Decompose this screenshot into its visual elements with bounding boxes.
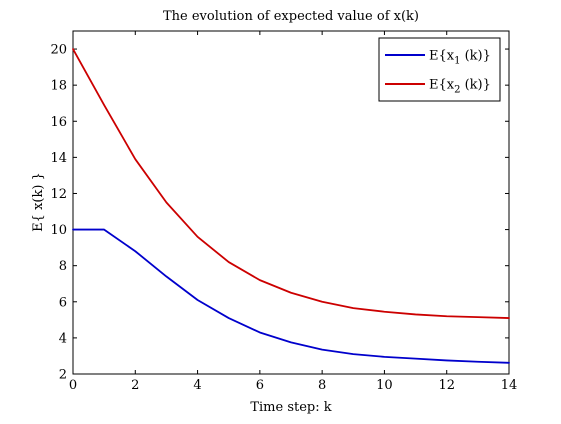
y-tick-label: 4 [59, 331, 67, 346]
legend-label-rest: (k)} [460, 49, 490, 64]
legend-label-subscript: 2 [454, 85, 460, 96]
chart-title: The evolution of expected value of x(k) [163, 9, 419, 24]
series-line-x2 [72, 48, 510, 319]
series-lines [72, 48, 510, 364]
x-axis-title: Time step: k [250, 400, 331, 415]
x-tick-label: 0 [69, 378, 77, 393]
legend-label-subscript: 1 [454, 56, 460, 67]
legend-label-base: E{x [429, 49, 455, 64]
legend-box [378, 37, 501, 102]
x-tick-label: 14 [501, 378, 518, 393]
legend-label-base: E{x [429, 78, 455, 93]
legend-label-x1: E{x1 (k)} [429, 49, 491, 67]
y-tick-label: 20 [50, 43, 67, 58]
x-tick-label: 4 [193, 378, 201, 393]
y-tick-label: 12 [50, 187, 67, 202]
axis-ticks [72, 31, 510, 375]
x-tick-label: 6 [256, 378, 264, 393]
y-tick-label: 14 [50, 151, 67, 166]
y-tick-label: 2 [59, 368, 67, 383]
x-tick-label: 12 [438, 378, 455, 393]
legend-label-x2: E{x2 (k)} [429, 78, 491, 96]
y-tick-label: 10 [50, 223, 67, 238]
y-tick-label: 6 [59, 295, 67, 310]
y-tick-label: 8 [59, 259, 67, 274]
y-axis-title: E{ x(k) } [31, 172, 46, 232]
legend: E{x1 (k)}E{x2 (k)} [378, 37, 501, 102]
series-line-x1 [72, 228, 510, 364]
y-tick-label: 18 [50, 79, 67, 94]
x-tick-label: 10 [376, 378, 393, 393]
legend-label-rest: (k)} [460, 78, 490, 93]
x-tick-label: 2 [131, 378, 139, 393]
x-tick-label: 8 [318, 378, 326, 393]
y-tick-label: 16 [50, 115, 67, 130]
